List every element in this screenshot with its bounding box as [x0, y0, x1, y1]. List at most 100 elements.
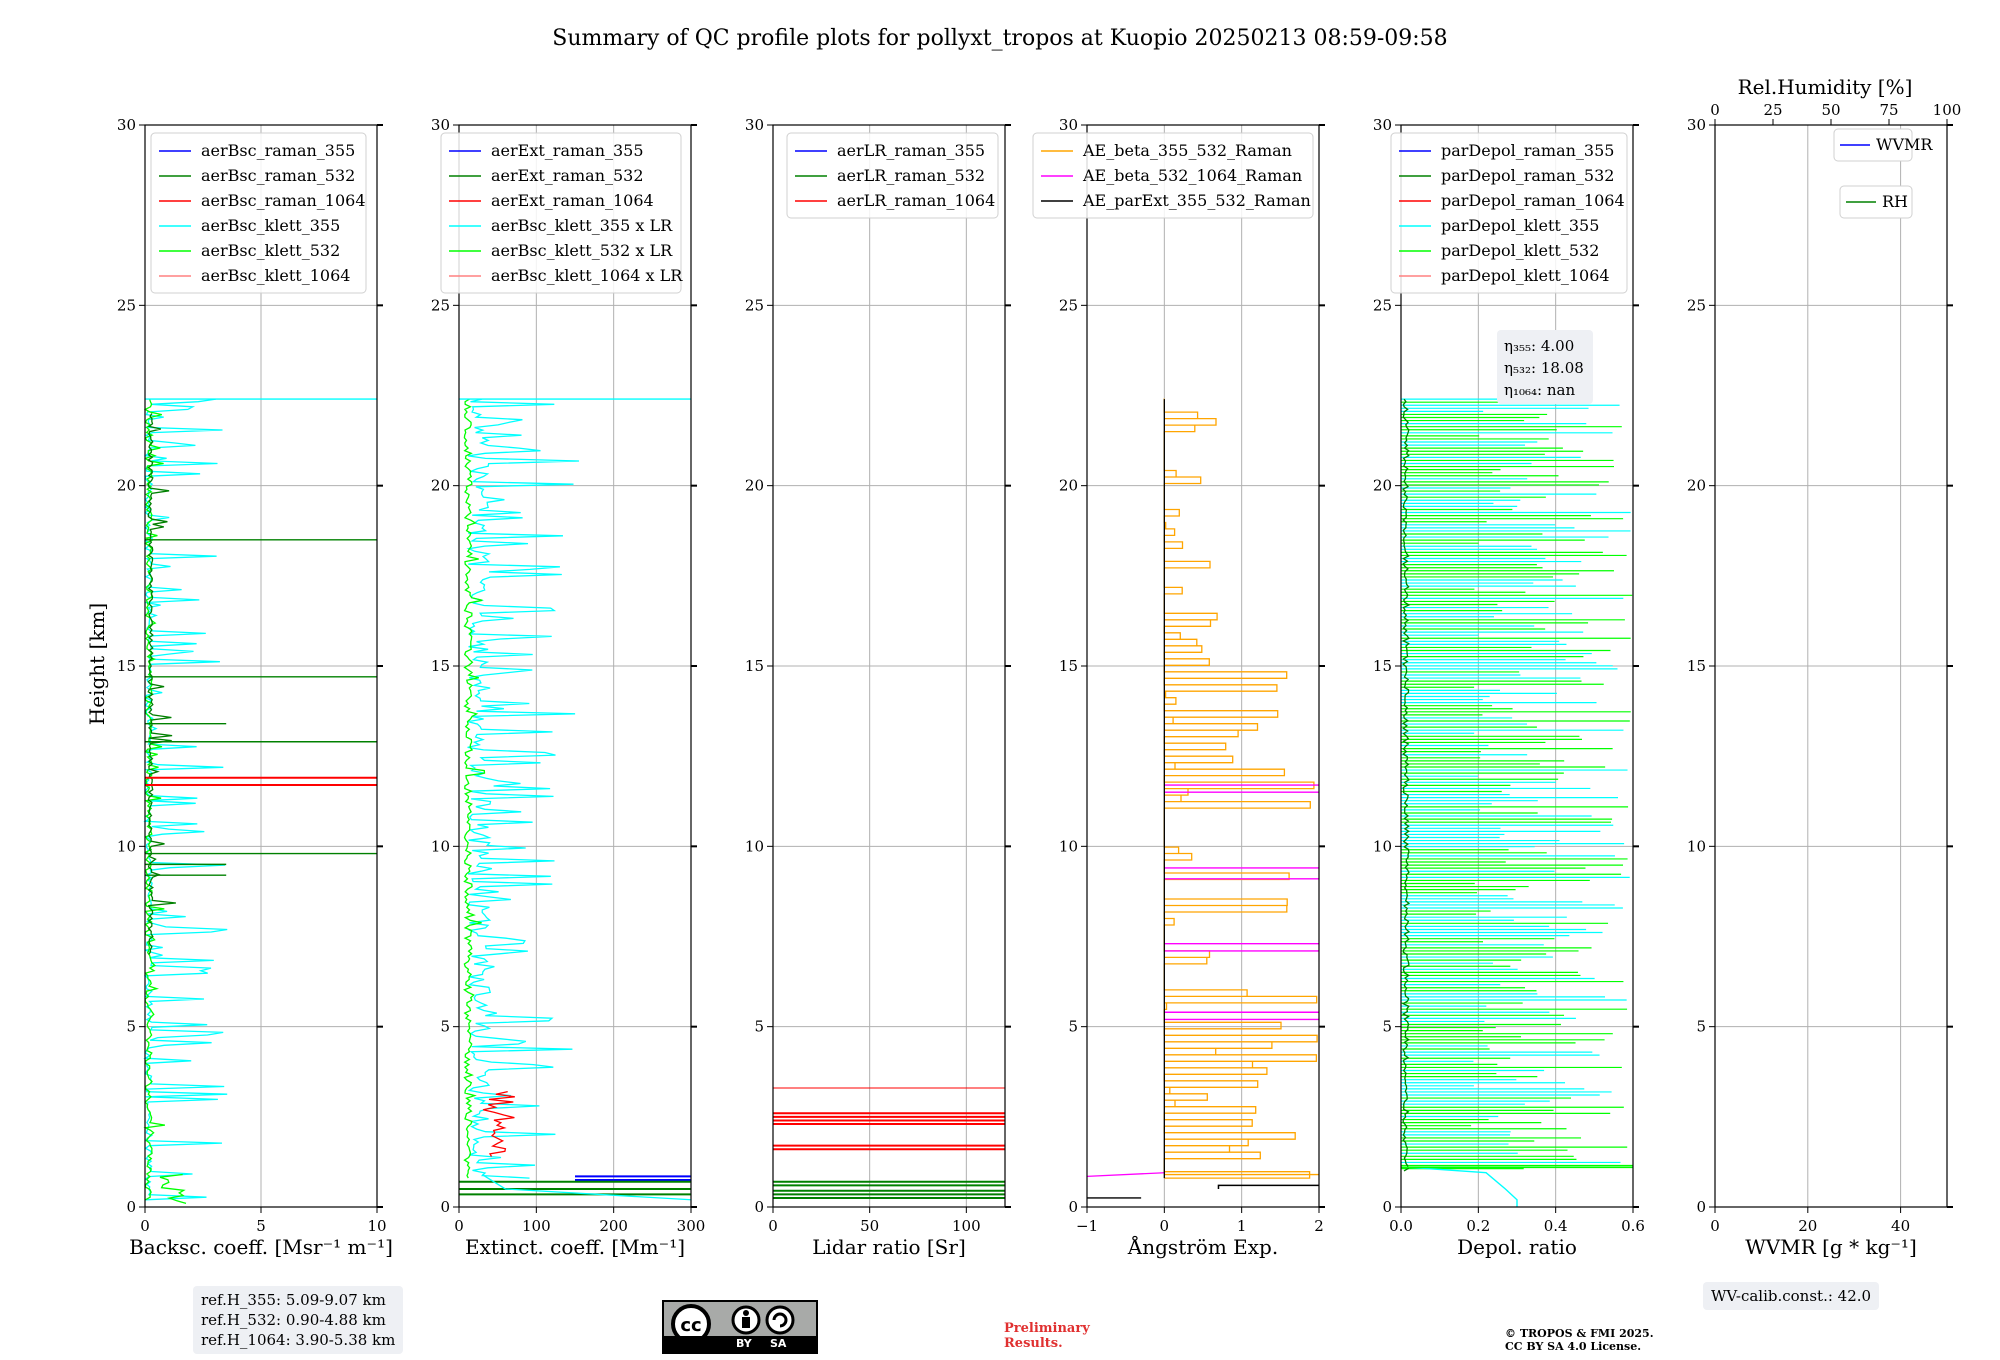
y-tick-label: 0: [754, 1198, 764, 1216]
x-tick-label: 0.0: [1389, 1217, 1413, 1235]
legend-entry: aerExt_raman_532: [491, 166, 644, 185]
y-tick-label: 25: [1059, 296, 1078, 314]
legend-box: [1833, 128, 1913, 162]
figure-title: Summary of QC profile plots for pollyxt_…: [552, 26, 1447, 51]
legend-entry: RH: [1882, 192, 1908, 211]
series-AE_beta_532_1064_Raman-low: [1086, 1172, 1165, 1177]
legend-box: [1032, 132, 1314, 219]
copyright-line-2: CC BY SA 4.0 License.: [1505, 1340, 1642, 1353]
y-tick-label: 25: [1687, 296, 1706, 314]
x-axis-label: Depol. ratio: [1457, 1235, 1577, 1259]
legend-entry: parDepol_raman_532: [1441, 166, 1614, 185]
legend-box: [440, 132, 682, 294]
eta-box: [1497, 330, 1593, 404]
y-tick-label: 25: [431, 296, 450, 314]
legend-entry: aerBsc_klett_1064 x LR: [491, 266, 683, 285]
legend-entry: parDepol_klett_532: [1441, 241, 1599, 260]
panel-1-data: [143, 398, 377, 1205]
legend-entry: parDepol_klett_355: [1441, 216, 1599, 235]
x-tick-label: 0.4: [1544, 1217, 1568, 1235]
y-tick-label: 0: [1696, 1198, 1706, 1216]
x-tick-label: 0: [1710, 1217, 1720, 1235]
cc-license-badge: cc BY SA: [662, 1300, 818, 1354]
x-axis-label: Lidar ratio [Sr]: [812, 1235, 966, 1259]
series-aerBsc_klett_355_lr-low: [481, 1173, 692, 1201]
legend-entry: aerLR_raman_355: [837, 141, 985, 160]
top-x-tick-label: 0: [1710, 101, 1720, 119]
top-x-tick-label: 75: [1879, 101, 1898, 119]
x-tick-label: 50: [860, 1217, 879, 1235]
y-tick-label: 30: [745, 116, 764, 134]
series-aerBsc_klett_355_lr: [466, 398, 580, 1179]
panel-3-data: [773, 1087, 1005, 1199]
legend-entry: aerLR_raman_1064: [837, 191, 995, 210]
x-tick-label: 200: [599, 1217, 628, 1235]
cc-sa-label: SA: [770, 1337, 787, 1350]
legend-entry: aerBsc_raman_1064: [201, 191, 366, 210]
y-tick-label: 10: [431, 837, 450, 855]
y-tick-label: 0: [1068, 1198, 1078, 1216]
x-tick-label: 20: [1798, 1217, 1817, 1235]
panel-2-data: [459, 398, 692, 1201]
y-tick-label: 25: [745, 296, 764, 314]
legend-box: [150, 132, 367, 294]
x-tick-label: 100: [952, 1217, 981, 1235]
y-tick-label: 15: [1059, 657, 1078, 675]
y-tick-label: 10: [745, 837, 764, 855]
y-tick-label: 5: [1382, 1018, 1392, 1036]
x-tick-label: 1: [1237, 1217, 1247, 1235]
legend-box: [786, 132, 999, 219]
y-tick-label: 15: [745, 657, 764, 675]
legend-entry: aerExt_raman_355: [491, 141, 644, 160]
y-tick-label: 30: [1687, 116, 1706, 134]
y-tick-label: 0: [126, 1198, 136, 1216]
preliminary-note: Preliminary Results.: [1004, 1321, 1090, 1351]
series-aerBsc_raman_532: [147, 413, 176, 955]
preliminary-line-1: Preliminary: [1004, 1321, 1090, 1336]
legend-box: [1390, 132, 1628, 294]
x-tick-label: 0.6: [1621, 1217, 1645, 1235]
wv-calib-text: WV-calib.const.: 42.0: [1711, 1287, 1872, 1305]
series-aerBsc_klett_532-low: [159, 1173, 187, 1205]
y-tick-label: 15: [117, 657, 136, 675]
cc-logo-text: cc: [680, 1315, 701, 1336]
legend-entry: parDepol_raman_355: [1441, 141, 1614, 160]
series-AE_parExt_355_532_Raman-low: [1217, 1184, 1319, 1189]
y-tick-label: 15: [1373, 657, 1392, 675]
cc-bottom-bar: BY SA: [664, 1336, 816, 1352]
y-tick-label: 5: [1068, 1018, 1078, 1036]
legend-entry: aerExt_raman_1064: [491, 191, 654, 210]
y-tick-label: 15: [1687, 657, 1706, 675]
y-tick-label: 20: [431, 477, 450, 495]
legend-entry: AE_parExt_355_532_Raman: [1082, 191, 1311, 210]
eta-1064: η₁₀₆₄: nan: [1504, 381, 1575, 399]
top-x-tick-label: 25: [1763, 101, 1782, 119]
y-tick-label: 10: [1687, 837, 1706, 855]
x-tick-label: 40: [1891, 1217, 1910, 1235]
legend-entry: aerBsc_klett_355: [201, 216, 340, 235]
legend-entry: aerBsc_klett_1064: [201, 266, 350, 285]
x-tick-label: 0: [454, 1217, 464, 1235]
x-tick-label: 0.2: [1466, 1217, 1490, 1235]
refh-box: ref.H_355: 5.09-9.07 km ref.H_532: 0.90-…: [193, 1286, 404, 1354]
legend-entry: parDepol_raman_1064: [1441, 191, 1625, 210]
panel-5-data: [1401, 398, 1633, 1207]
y-tick-label: 20: [1059, 477, 1078, 495]
eta-532: η₅₃₂: 18.08: [1504, 359, 1584, 377]
copyright-line-1: © TROPOS & FMI 2025.: [1505, 1327, 1654, 1340]
x-tick-label: −1: [1076, 1217, 1098, 1235]
y-tick-label: 5: [754, 1018, 764, 1036]
wv-calib-box: WV-calib.const.: 42.0: [1703, 1282, 1880, 1310]
legend-entry: AE_beta_532_1064_Raman: [1082, 166, 1302, 185]
series-parDepol_klett_355-low: [1408, 1166, 1518, 1207]
cc-icons: cc: [671, 1304, 795, 1338]
y-tick-label: 5: [1696, 1018, 1706, 1036]
series-aerExt_raman_1064: [483, 1090, 515, 1157]
x-tick-label: 2: [1314, 1217, 1324, 1235]
y-tick-label: 30: [431, 116, 450, 134]
